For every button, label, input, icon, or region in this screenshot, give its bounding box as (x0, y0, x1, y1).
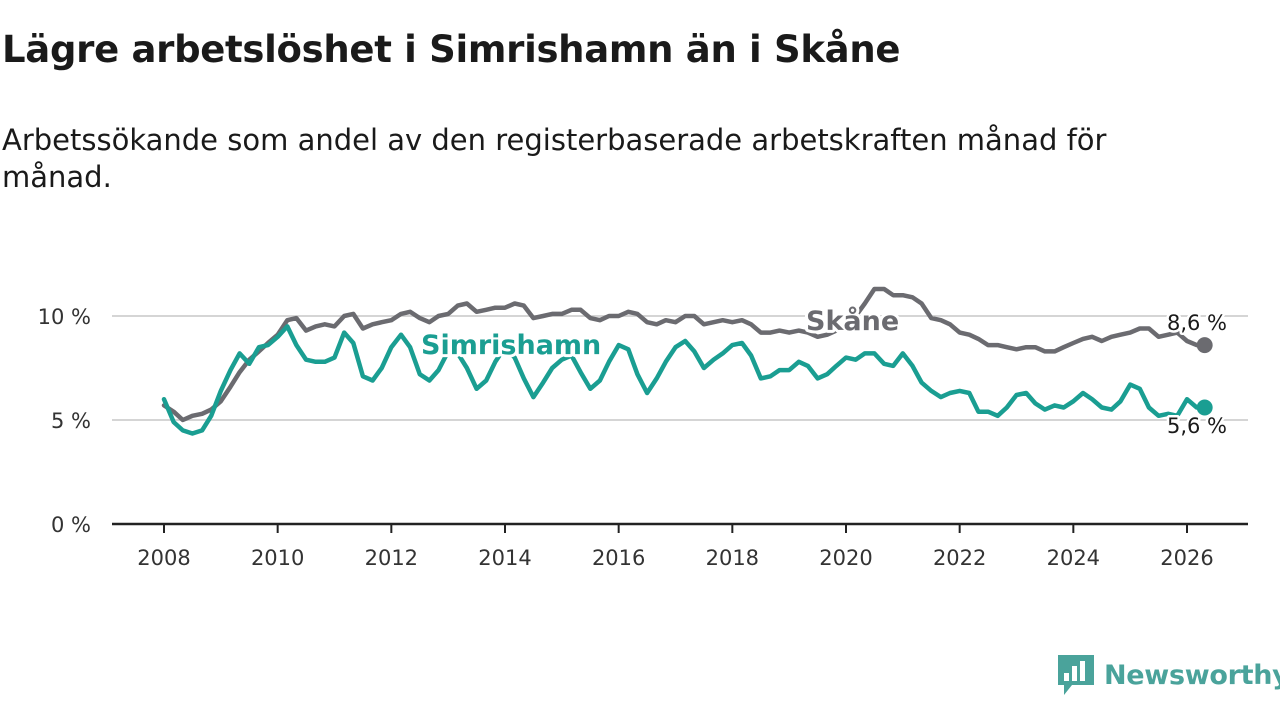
chart-title: Lägre arbetslöshet i Simrishamn än i Skå… (2, 28, 901, 71)
y-tick-label: 10 % (38, 305, 91, 329)
x-tick-label: 2020 (819, 546, 872, 570)
series-line-simrishamn (161, 324, 1199, 436)
series-line-skane (161, 286, 1199, 423)
end-label-skane: 8,6 % (1167, 311, 1227, 335)
x-tick-label: 2012 (365, 546, 418, 570)
end-marker-simrishamn (1196, 399, 1213, 416)
series-label-simrishamn: Simrishamn (421, 330, 601, 361)
x-tick-label: 2016 (592, 546, 645, 570)
y-tick-label: 5 % (51, 409, 91, 433)
series-label-skane: Skåne (806, 305, 899, 337)
y-tick-label: 0 % (51, 513, 91, 537)
x-tick-label: 2010 (251, 546, 304, 570)
end-label-simrishamn: 5,6 % (1167, 414, 1227, 438)
x-tick-label: 2022 (933, 546, 986, 570)
end-marker-skane (1196, 337, 1213, 354)
brand-logo[interactable]: Newsworthy (1058, 653, 1280, 697)
x-tick-label: 2026 (1160, 546, 1213, 570)
x-tick-label: 2024 (1047, 546, 1100, 570)
newsworthy-logo-icon (1058, 655, 1094, 695)
x-tick-label: 2018 (706, 546, 759, 570)
brand-name: Newsworthy (1104, 659, 1280, 691)
chart-subtitle: Arbetssökande som andel av den registerb… (2, 123, 1107, 194)
x-tick-label: 2008 (137, 546, 190, 570)
x-tick-label: 2014 (478, 546, 531, 570)
